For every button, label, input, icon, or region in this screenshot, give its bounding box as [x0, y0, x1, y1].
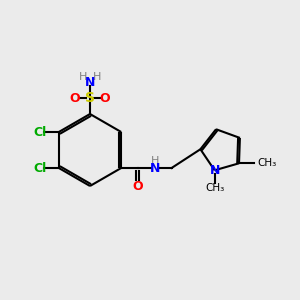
Text: N: N — [85, 76, 95, 89]
Text: Cl: Cl — [33, 161, 46, 175]
Text: Cl: Cl — [33, 125, 46, 139]
Text: H: H — [79, 72, 88, 82]
Text: N: N — [209, 164, 220, 177]
Text: S: S — [85, 92, 95, 105]
Text: O: O — [132, 179, 143, 193]
Text: CH₃: CH₃ — [257, 158, 276, 168]
Text: CH₃: CH₃ — [205, 183, 224, 193]
Text: H: H — [92, 72, 101, 82]
Text: O: O — [100, 92, 110, 105]
Text: H: H — [151, 156, 159, 167]
Text: O: O — [70, 92, 80, 105]
Text: N: N — [150, 161, 160, 175]
